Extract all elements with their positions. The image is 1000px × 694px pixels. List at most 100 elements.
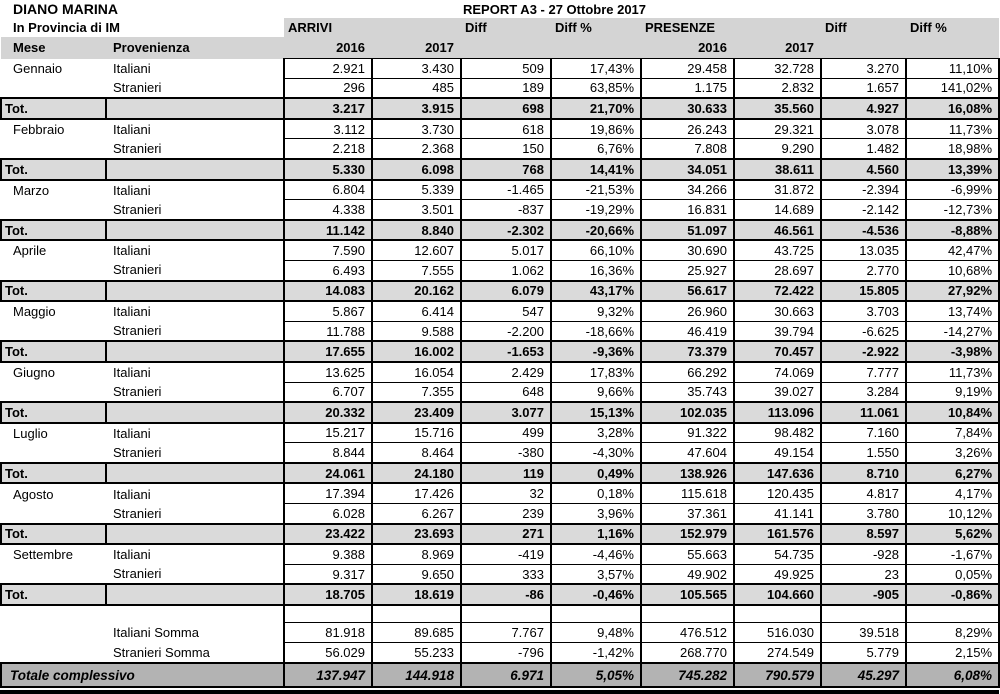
col-header-diffpct-presenze: Diff % xyxy=(906,18,1000,37)
data-cell: -2.394 xyxy=(820,179,907,201)
data-cell: 19,86% xyxy=(550,118,642,140)
col-header-arrivi: ARRIVI xyxy=(284,18,372,37)
month-label-empty xyxy=(1,564,106,584)
data-cell: 7.808 xyxy=(640,138,735,160)
total-cell: 8.710 xyxy=(820,461,907,485)
month-stranieri-row: Stranieri 8.844 8.464 -380 -4,30% 47.604 49.15… xyxy=(1,442,1000,464)
summary-cell: 8,29% xyxy=(904,622,1000,644)
spacer xyxy=(1,643,106,664)
grand-total-cell: 45.297 xyxy=(820,662,907,689)
total-cell: 23.422 xyxy=(283,522,373,546)
total-cell: 16.002 xyxy=(371,340,462,363)
empty-cell xyxy=(460,604,552,624)
grand-total-label: Totale complessivo xyxy=(0,662,285,689)
month-stranieri-row: Stranieri 4.338 3.501 -837 -19,29% 16.831 14.6… xyxy=(1,199,1000,221)
col-header-2017-arrivi: 2017 xyxy=(372,37,461,59)
provenance-label: Stranieri xyxy=(113,201,162,217)
total-cell: -0,86% xyxy=(904,583,1000,607)
summary-cell: 268.770 xyxy=(640,642,735,664)
data-cell: 239 xyxy=(460,503,552,525)
table-bottom-rule xyxy=(0,690,999,694)
data-cell: 3.112 xyxy=(283,118,373,140)
empty-cell xyxy=(904,604,1000,624)
provenance-label: Stranieri xyxy=(113,262,162,278)
month-total-row: Tot. 11.142 8.840 -2.302 -20,66% 51.097 46.561… xyxy=(0,218,1000,242)
data-cell: 8.464 xyxy=(371,442,462,464)
data-cell: 41.141 xyxy=(733,503,822,525)
total-cell: 35.560 xyxy=(733,97,822,120)
provenance-label: Stranieri xyxy=(113,505,162,521)
provenance-label: Stranieri xyxy=(113,323,162,339)
total-cell: 3.915 xyxy=(371,97,462,120)
data-cell: 115.618 xyxy=(640,482,735,505)
data-cell: 1.550 xyxy=(820,442,907,464)
empty-cell xyxy=(283,604,373,624)
month-total-row: Tot. 14.083 20.162 6.079 43,17% 56.617 72.422 1… xyxy=(0,279,1000,303)
data-cell: 2.921 xyxy=(283,58,373,79)
data-cell: -4,30% xyxy=(550,442,642,464)
month-label-empty xyxy=(1,382,106,402)
total-cell: 768 xyxy=(460,157,552,181)
total-cell: -905 xyxy=(820,583,907,607)
grand-total-cell: 790.579 xyxy=(733,662,822,689)
data-cell: -419 xyxy=(460,543,552,565)
data-cell: 9.588 xyxy=(371,320,462,342)
total-cell: 0,49% xyxy=(550,461,642,485)
total-label: Tot. xyxy=(0,401,107,424)
total-cell: 38.611 xyxy=(733,157,822,181)
data-cell: 26.960 xyxy=(640,300,735,322)
data-cell: 3,26% xyxy=(904,442,1000,464)
total-cell: 4.927 xyxy=(820,97,907,120)
total-cell: -8,88% xyxy=(904,218,1000,242)
data-cell: 509 xyxy=(460,58,552,79)
spacer xyxy=(551,37,641,59)
summary-row: Stranieri Somma 56.029 55.233 -796 -1,42% 268… xyxy=(1,642,1000,664)
col-header-presenze: PRESENZE xyxy=(641,18,734,37)
total-cell: 51.097 xyxy=(640,218,735,242)
month-italiani-row: Marzo Italiani 6.804 5.339 -1.465 -21,53% 34.2… xyxy=(1,179,1000,201)
provenance-label: Italiani xyxy=(113,425,151,441)
total-cell: 15,13% xyxy=(550,401,642,424)
data-cell: 11.788 xyxy=(283,320,373,342)
data-cell: 7.777 xyxy=(820,361,907,383)
total-cell: 6,27% xyxy=(904,461,1000,485)
grand-total-row: Totale complessivo 137.947 144.918 6.971 5,0… xyxy=(0,662,1000,689)
data-cell: 0,18% xyxy=(550,482,642,505)
data-cell: 7.355 xyxy=(371,381,462,403)
month-label: Gennaio xyxy=(13,60,63,76)
month-italiani-row: Aprile Italiani 7.590 12.607 5.017 66,10% 30.6… xyxy=(1,239,1000,261)
total-cell: 20.332 xyxy=(283,401,373,424)
summary-cell: 7.767 xyxy=(460,622,552,644)
data-cell: 25.927 xyxy=(640,259,735,282)
data-cell: 17.426 xyxy=(371,482,462,505)
total-cell: 138.926 xyxy=(640,461,735,485)
data-cell: 74.069 xyxy=(733,361,822,383)
total-cell: 698 xyxy=(460,97,552,120)
month-italiani-row: Agosto Italiani 17.394 17.426 32 0,18% 115.618… xyxy=(1,482,1000,505)
data-cell: 6.707 xyxy=(283,381,373,403)
month-label-empty xyxy=(1,504,106,524)
data-cell: -12,73% xyxy=(904,199,1000,221)
summary-cell: 476.512 xyxy=(640,622,735,644)
col-header-mese: Mese xyxy=(1,37,106,59)
data-cell: 547 xyxy=(460,300,552,322)
data-cell: 17.394 xyxy=(283,482,373,505)
month-label-empty xyxy=(1,260,106,280)
total-label: Tot. xyxy=(0,157,107,181)
total-empty-cell xyxy=(105,522,285,546)
data-cell: 4.338 xyxy=(283,199,373,221)
summary-cell: -796 xyxy=(460,642,552,664)
data-cell: 3.501 xyxy=(371,199,462,221)
data-cell: 29.321 xyxy=(733,118,822,140)
total-cell: -4.536 xyxy=(820,218,907,242)
provenance-label: Stranieri xyxy=(113,80,162,96)
data-cell: 7.160 xyxy=(820,422,907,444)
total-cell: 10,84% xyxy=(904,401,1000,424)
total-cell: -3,98% xyxy=(904,340,1000,363)
month-total-row: Tot. 18.705 18.619 -86 -0,46% 105.565 104.660-… xyxy=(0,583,1000,607)
data-cell: 35.743 xyxy=(640,381,735,403)
data-cell: 8.969 xyxy=(371,543,462,565)
grand-total-cell: 137.947 xyxy=(283,662,373,689)
summary-cell: 39.518 xyxy=(820,622,907,644)
spacer xyxy=(106,605,284,623)
